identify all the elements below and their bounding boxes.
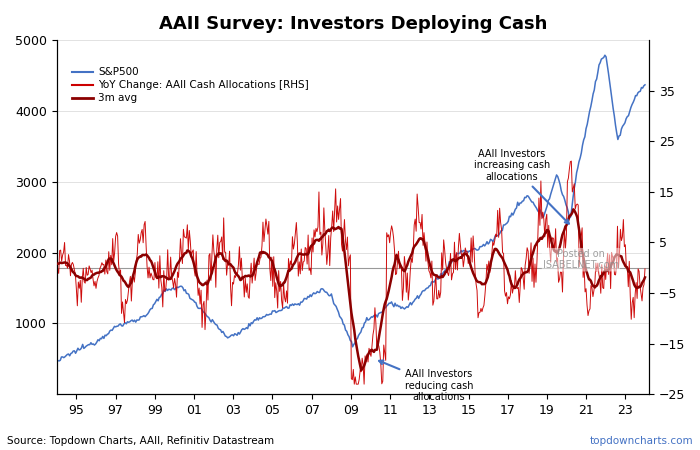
Text: Source: Topdown Charts, AAII, Refinitiv Datastream: Source: Topdown Charts, AAII, Refinitiv …: [7, 436, 274, 446]
Legend: S&P500, YoY Change: AAII Cash Allocations [RHS], 3m avg: S&P500, YoY Change: AAII Cash Allocation…: [68, 63, 313, 108]
Text: AAII Investors
increasing cash
allocations: AAII Investors increasing cash allocatio…: [473, 148, 569, 224]
Text: Posted on
ISABELNET.com: Posted on ISABELNET.com: [542, 249, 619, 270]
Title: AAII Survey: Investors Deploying Cash: AAII Survey: Investors Deploying Cash: [159, 15, 547, 33]
Text: AAII Investors
reducing cash
allocations: AAII Investors reducing cash allocations: [379, 360, 473, 402]
Text: topdowncharts.com: topdowncharts.com: [589, 436, 693, 446]
